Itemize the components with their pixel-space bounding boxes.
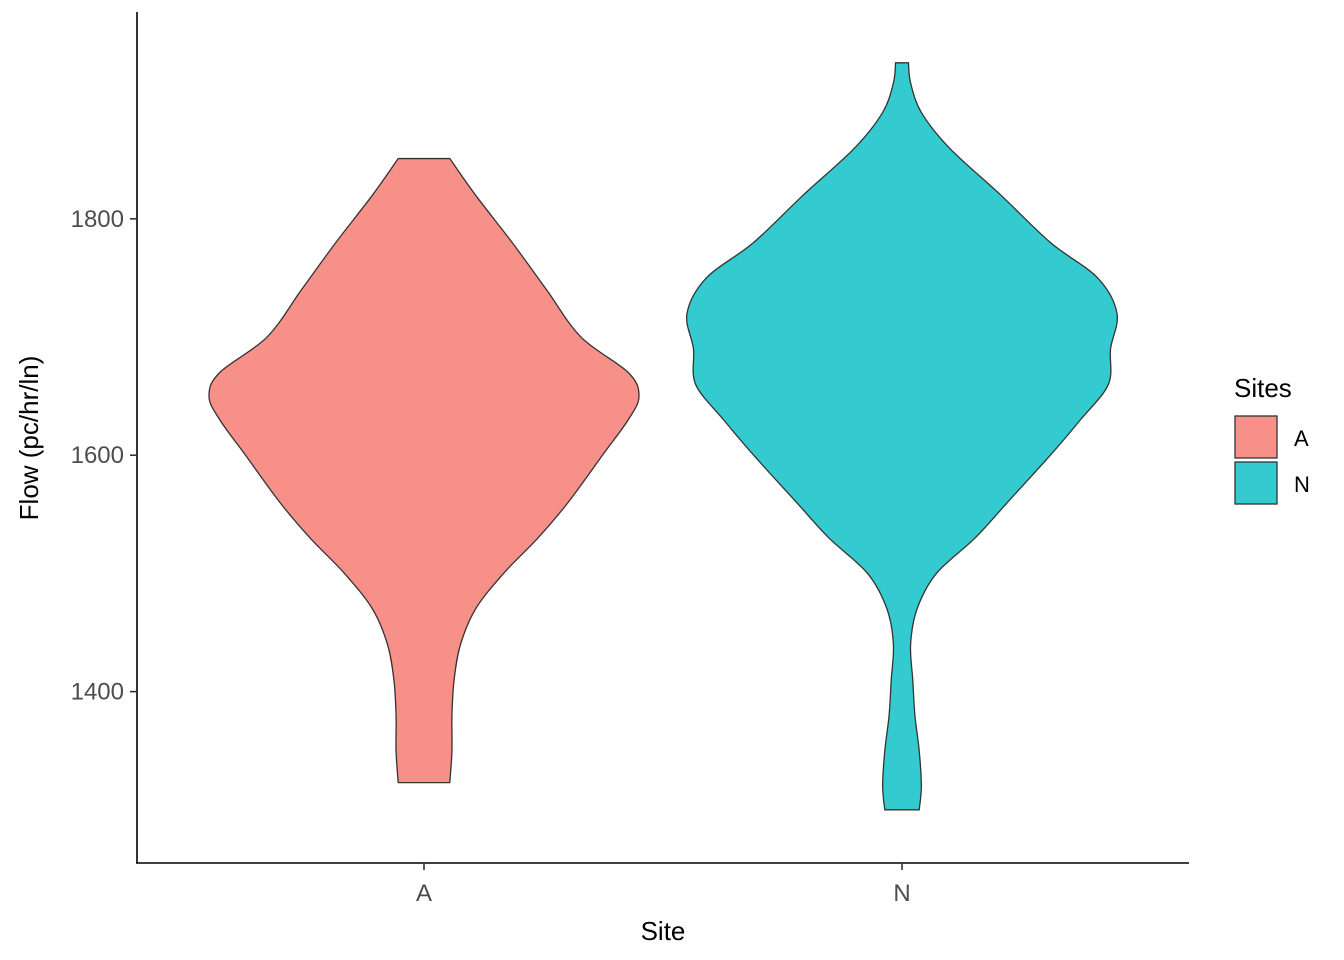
legend-title: Sites [1234,373,1292,403]
violin-n [685,62,1119,811]
violin-a [208,157,640,784]
legend-label-n: N [1294,472,1310,497]
y-tick-label: 1800 [71,206,124,233]
legend: Sites AN [1234,373,1310,505]
x-tick-label: A [416,880,432,907]
legend-label-a: A [1294,426,1309,451]
legend-swatch-a [1234,415,1278,459]
y-axis-ticks: 1400 1600 1800 [71,206,137,706]
y-tick-label: 1400 [71,679,124,706]
y-tick-label: 1600 [71,442,124,469]
x-axis-title: Site [641,916,686,946]
x-tick-label: N [893,880,910,907]
violins-layer [208,62,1119,811]
legend-swatch-n [1234,461,1278,505]
y-axis-title: Flow (pc/hr/ln) [14,356,44,521]
legend-items: AN [1234,415,1310,505]
